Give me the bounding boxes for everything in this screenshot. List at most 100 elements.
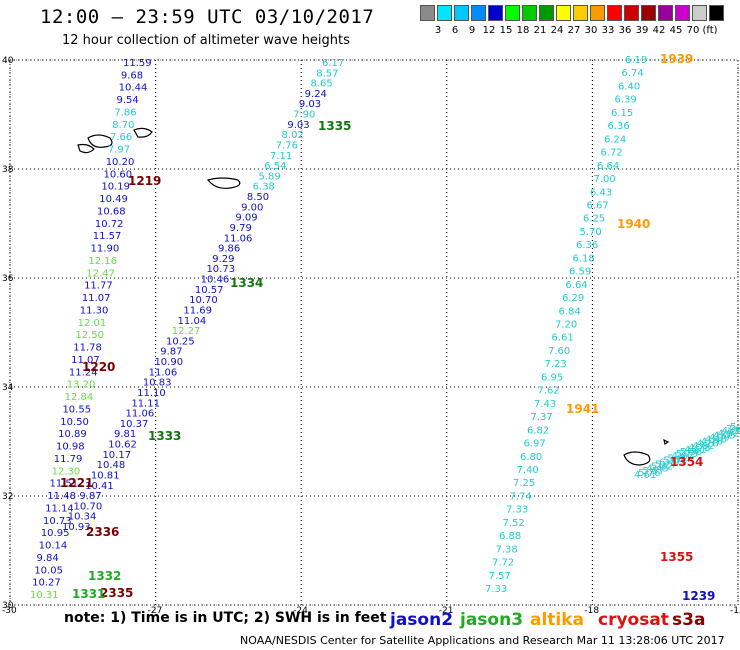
track-west-value: 10.72 xyxy=(95,219,124,230)
scale-swatch xyxy=(573,5,588,21)
track-mid-value: 10.93 xyxy=(62,522,91,533)
track-mid-value: 11.06 xyxy=(126,409,155,420)
track-mid-value: 8.57 xyxy=(316,68,338,79)
track-mid-value: 6.54 xyxy=(264,161,286,172)
track-mid-value: 7.90 xyxy=(293,110,315,121)
scale-tick: 12 xyxy=(482,25,496,36)
track-mid-value: 10.57 xyxy=(195,285,224,296)
lat-label: 36 xyxy=(2,274,14,284)
track-fareast-value: 4.05 xyxy=(713,430,735,441)
track-mid-value: 10.90 xyxy=(154,357,183,368)
track-east-value: 6.15 xyxy=(611,108,633,119)
track-fareast-value: 6.77 xyxy=(659,457,681,468)
scale-tick: 36 xyxy=(618,25,632,36)
track-fareast-value: 5.75 xyxy=(676,449,698,460)
track-west-value: 11.78 xyxy=(73,343,102,354)
time-label: 1221 xyxy=(60,476,93,490)
plot-frame xyxy=(9,59,739,606)
track-east-value: 7.72 xyxy=(492,558,514,569)
track-fareast-value: 5.57 xyxy=(642,466,664,477)
time-label: 2336 xyxy=(86,525,119,539)
track-east-value: 6.64 xyxy=(566,280,588,291)
track-west-value: 12.84 xyxy=(65,392,94,403)
track-west-value: 11.14 xyxy=(45,503,74,514)
scale-tick: 3 xyxy=(434,25,442,36)
track-east-value: 6.95 xyxy=(541,372,563,383)
page-title: 12:00 – 23:59 UTC 03/10/2017 xyxy=(40,6,375,28)
track-mid-value: 12.27 xyxy=(172,326,201,337)
track-east-value: 5.70 xyxy=(580,227,602,238)
time-label: 1220 xyxy=(82,360,115,374)
track-east-value: 6.80 xyxy=(520,452,542,463)
lat-label: 30 xyxy=(2,601,14,611)
time-label: 1333 xyxy=(148,429,181,443)
track-west-value: 9.68 xyxy=(121,70,143,81)
track-east-value: 7.33 xyxy=(506,505,528,516)
scale-tick: 27 xyxy=(567,25,581,36)
track-mid-value: 9.03 xyxy=(299,99,321,110)
scale-swatch xyxy=(454,5,469,21)
track-fareast-value: 4.45 xyxy=(647,464,669,475)
track-west-value: 8.70 xyxy=(112,120,134,131)
track-west-value: 9.54 xyxy=(117,95,139,106)
track-east-value: 6.39 xyxy=(615,95,637,106)
lat-label: 40 xyxy=(2,56,14,66)
time-label: 1939 xyxy=(660,52,693,66)
track-mid-value: 9.87 xyxy=(160,347,182,358)
track-fareast-value: 5.27 xyxy=(655,460,677,471)
track-east-value: 6.74 xyxy=(622,68,644,79)
track-mid-value: 10.34 xyxy=(68,512,97,523)
track-fareast-value: 5.32 xyxy=(651,462,673,473)
track-west-value: 10.98 xyxy=(56,442,85,453)
track-mid-value: 6.38 xyxy=(253,182,275,193)
scale-swatch xyxy=(709,5,724,21)
scale-swatch xyxy=(488,5,503,21)
track-mid-value: 8.65 xyxy=(310,79,332,90)
track-west-value: 11.77 xyxy=(84,281,113,292)
track-east-value: 6.97 xyxy=(524,439,546,450)
track-east-value: 7.33 xyxy=(485,584,507,595)
scale-tick: 18 xyxy=(516,25,530,36)
scale-swatch xyxy=(658,5,673,21)
lon-label: -30 xyxy=(2,606,17,616)
track-west-value: 10.49 xyxy=(99,194,128,205)
track-east-value: 6.36 xyxy=(608,121,630,132)
track-mid-value: 10.70 xyxy=(74,501,103,512)
track-mid-value: 7.76 xyxy=(276,140,298,151)
track-west-value: 10.31 xyxy=(30,590,59,601)
track-west-value: 12.50 xyxy=(75,330,104,341)
scale-swatch xyxy=(471,5,486,21)
track-east-value: 7.37 xyxy=(531,412,553,423)
track-fareast-value: 4.61 xyxy=(634,470,656,481)
time-label: 1355 xyxy=(660,550,693,564)
altimeter-tracks: 11.599.6810.449.547.868.707.667.9710.201… xyxy=(30,52,740,603)
track-west-value: 12.16 xyxy=(88,256,117,267)
track-west-value: 11.90 xyxy=(91,244,120,255)
track-west-value: 11.07 xyxy=(71,355,100,366)
scale-tick: 70 xyxy=(686,25,700,36)
scale-swatch xyxy=(522,5,537,21)
track-west-value: 11.51 xyxy=(49,479,78,490)
track-fareast-value: 5.56 xyxy=(680,447,702,458)
track-mid-value: 9.09 xyxy=(235,213,257,224)
lat-label: 34 xyxy=(2,383,14,393)
scale-tick: 45 xyxy=(669,25,683,36)
track-west-value: 11.48 xyxy=(47,491,76,502)
island-outline xyxy=(206,177,241,189)
scale-tick: 33 xyxy=(601,25,615,36)
track-west-value: 13.20 xyxy=(67,380,96,391)
track-east-value: 6.82 xyxy=(527,425,549,436)
track-west-value: 10.27 xyxy=(32,578,61,589)
scale-tick: 9 xyxy=(468,25,476,36)
time-label: 1331 xyxy=(72,587,105,601)
track-west-value: 10.55 xyxy=(62,404,91,415)
track-fareast-value: 4.05 xyxy=(722,426,740,437)
track-east-value: 7.00 xyxy=(594,174,616,185)
track-fareast-value: 4.78 xyxy=(688,443,710,454)
time-label: 1940 xyxy=(617,217,650,231)
track-west-value: 12.47 xyxy=(86,268,115,279)
track-fareast-value: 4.76 xyxy=(701,437,723,448)
track-west-value: 10.19 xyxy=(101,182,130,193)
track-east-value: 7.43 xyxy=(534,399,556,410)
